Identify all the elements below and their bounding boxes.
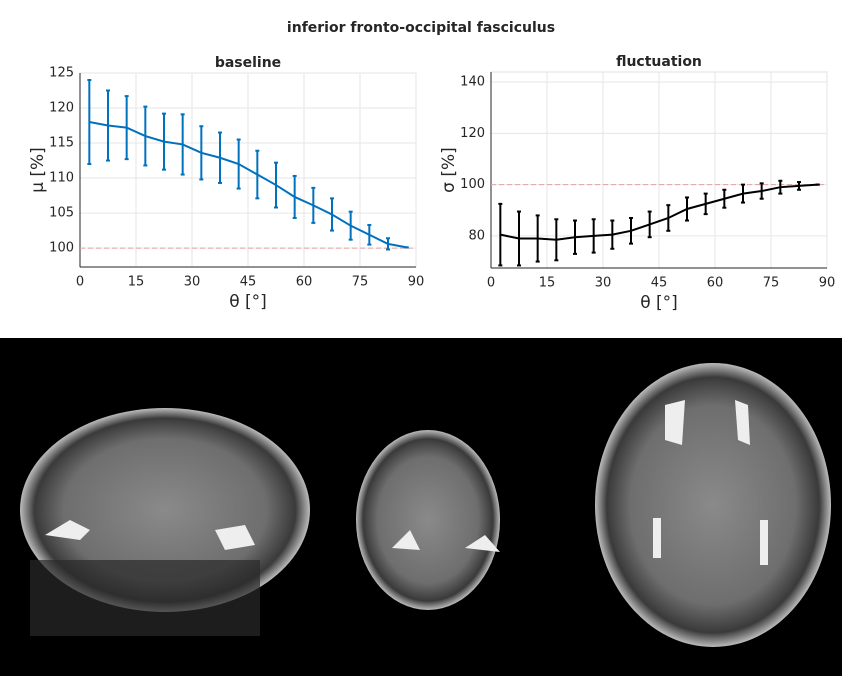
chart-title: fluctuation bbox=[616, 54, 702, 70]
tract-overlay bbox=[392, 530, 420, 550]
tract-overlay bbox=[760, 520, 768, 565]
coronal-slice bbox=[356, 430, 500, 610]
error-bar bbox=[647, 210, 652, 239]
error-bar bbox=[162, 112, 166, 171]
error-bar bbox=[741, 183, 745, 204]
error-bar bbox=[759, 182, 764, 200]
error-bar bbox=[666, 204, 671, 232]
error-bar bbox=[124, 95, 129, 161]
tract-overlay bbox=[465, 535, 500, 552]
error-bar bbox=[517, 210, 521, 267]
x-tick-label: 0 bbox=[76, 275, 84, 290]
chart-title: baseline bbox=[215, 55, 281, 71]
error-bar bbox=[143, 105, 148, 167]
y-tick-label: 105 bbox=[49, 206, 74, 221]
x-tick-label: 0 bbox=[487, 276, 495, 291]
x-tick-label: 30 bbox=[595, 276, 612, 291]
chart: 0 15 30 45 60 75 90 100 105 110 115 120 125 baseline θ… bbox=[28, 55, 424, 312]
error-bar bbox=[554, 218, 559, 262]
error-bar bbox=[330, 197, 334, 232]
error-bar bbox=[292, 174, 297, 219]
y-axis-label: σ [%] bbox=[439, 147, 459, 193]
error-bar bbox=[255, 149, 260, 200]
x-tick-label: 15 bbox=[539, 276, 556, 291]
sagittal-neck bbox=[30, 560, 260, 636]
error-bar bbox=[367, 223, 372, 246]
tract-overlay bbox=[653, 518, 661, 558]
error-bar bbox=[311, 186, 316, 224]
y-tick-label: 120 bbox=[49, 101, 74, 116]
x-tick-label: 45 bbox=[240, 275, 257, 290]
x-tick-label: 90 bbox=[819, 276, 836, 291]
error-bar bbox=[629, 216, 633, 245]
y-axis-label: μ [%] bbox=[28, 147, 48, 193]
error-bar bbox=[274, 161, 278, 209]
error-bar bbox=[703, 192, 708, 216]
x-tick-label: 75 bbox=[763, 276, 780, 291]
data-line bbox=[89, 121, 407, 249]
y-tick-label: 140 bbox=[460, 75, 485, 90]
x-tick-label: 45 bbox=[651, 276, 668, 291]
x-tick-label: 15 bbox=[128, 275, 145, 290]
mri-panel bbox=[0, 338, 842, 676]
y-tick-label: 115 bbox=[49, 136, 74, 151]
error-bar bbox=[218, 131, 222, 184]
tract-overlay bbox=[45, 520, 90, 540]
y-tick-label: 120 bbox=[460, 126, 485, 141]
error-bar bbox=[180, 113, 185, 176]
error-bar bbox=[685, 196, 689, 222]
y-tick-label: 125 bbox=[49, 66, 74, 81]
error-bar bbox=[87, 79, 92, 166]
error-bar bbox=[535, 214, 540, 263]
x-axis-label: θ [°] bbox=[640, 293, 678, 313]
error-bar bbox=[199, 125, 204, 181]
x-tick-label: 30 bbox=[184, 275, 201, 290]
x-axis-label: θ [°] bbox=[229, 292, 267, 312]
error-bar bbox=[573, 219, 577, 255]
error-bar bbox=[591, 218, 596, 254]
axial-slice bbox=[595, 363, 831, 647]
error-bar bbox=[797, 181, 801, 191]
x-tick-label: 90 bbox=[408, 275, 425, 290]
tract-overlay bbox=[735, 400, 750, 445]
error-bar bbox=[610, 219, 615, 250]
tract-overlay bbox=[215, 525, 255, 550]
error-bar bbox=[106, 89, 110, 162]
chart: 0 15 30 45 60 75 90 80 100 120 140 fluctuation θ [°]… bbox=[439, 54, 835, 313]
error-bar bbox=[498, 202, 503, 267]
y-tick-label: 80 bbox=[468, 228, 485, 243]
data-line bbox=[500, 183, 818, 241]
error-bar bbox=[778, 179, 783, 195]
error-bar bbox=[236, 138, 241, 190]
y-tick-label: 100 bbox=[460, 177, 485, 192]
x-tick-label: 60 bbox=[296, 275, 313, 290]
figure-title: inferior fronto-occipital fasciculus bbox=[287, 20, 555, 36]
x-tick-label: 60 bbox=[707, 276, 724, 291]
error-bar bbox=[722, 188, 727, 209]
tract-overlay bbox=[665, 400, 685, 445]
y-tick-label: 100 bbox=[49, 241, 74, 256]
error-bar bbox=[386, 237, 390, 251]
y-tick-label: 110 bbox=[49, 171, 74, 186]
error-bar bbox=[348, 210, 353, 241]
x-tick-label: 75 bbox=[352, 275, 369, 290]
